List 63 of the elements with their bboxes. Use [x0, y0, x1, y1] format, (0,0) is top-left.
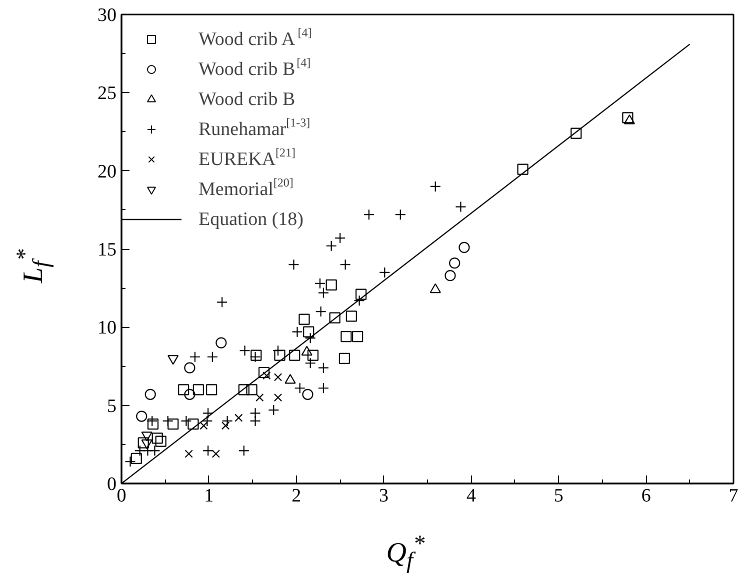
x-tick-label: 1 [204, 486, 214, 506]
point [340, 330, 352, 342]
point [570, 128, 582, 139]
point [338, 352, 350, 364]
y-tick-label: 10 [98, 318, 116, 339]
y-tick-label: 15 [98, 240, 116, 260]
legend-label: Wood crib B [198, 89, 296, 110]
point [238, 384, 250, 396]
point [192, 384, 204, 396]
point [168, 418, 179, 430]
point [206, 384, 218, 396]
point [458, 242, 470, 253]
point [168, 354, 179, 365]
point [444, 270, 456, 282]
x-tick-label: 6 [641, 486, 651, 506]
point [200, 422, 208, 430]
x-tick-label: 2 [292, 486, 302, 506]
point [517, 164, 528, 175]
point [329, 312, 340, 324]
y-tick-label: 5 [107, 396, 116, 417]
point [184, 450, 193, 458]
y-tick-label: 20 [98, 161, 116, 182]
y-tick-label: 25 [98, 83, 116, 104]
point [152, 432, 163, 444]
point [246, 384, 258, 396]
point [178, 384, 190, 396]
point [147, 418, 159, 430]
point [274, 373, 282, 382]
y-tick-label: 30 [98, 5, 116, 26]
point [155, 436, 166, 447]
point [141, 432, 152, 442]
point [449, 258, 460, 269]
point [184, 388, 196, 400]
point [326, 279, 337, 291]
point [352, 330, 364, 342]
point [212, 450, 220, 458]
point [301, 346, 312, 356]
point [130, 452, 142, 464]
x-tick-label: 3 [379, 486, 389, 506]
point [307, 350, 319, 361]
point [274, 393, 282, 402]
point [258, 366, 270, 378]
point [302, 388, 314, 400]
legend-label: Equation (18) [198, 209, 304, 230]
point [136, 410, 148, 422]
point [216, 337, 227, 348]
x-tick-label: 5 [554, 486, 564, 506]
point [221, 422, 230, 430]
x-tick-label: 7 [728, 486, 738, 506]
x-tick-label: 4 [466, 486, 476, 506]
point [298, 314, 310, 325]
point [430, 283, 441, 294]
point [274, 350, 286, 361]
point [256, 393, 264, 402]
point [141, 439, 152, 450]
point [188, 418, 199, 430]
point [138, 437, 149, 448]
point [184, 362, 196, 374]
point [346, 310, 357, 322]
point [144, 388, 156, 400]
point [356, 288, 367, 300]
point [303, 326, 314, 338]
point [289, 350, 300, 361]
